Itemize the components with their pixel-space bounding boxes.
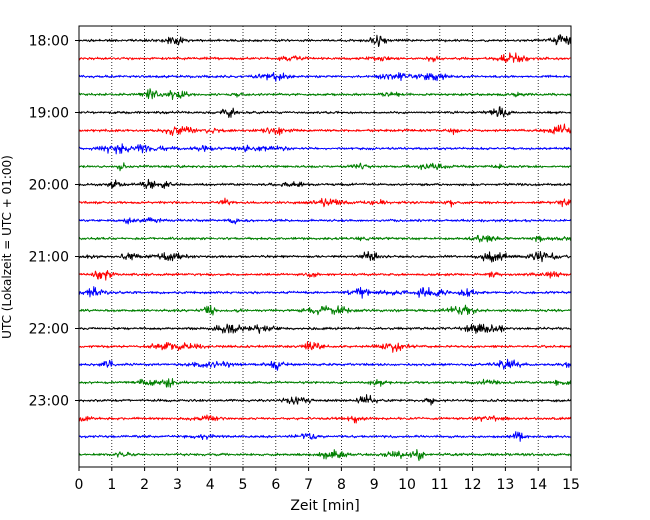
plot-area	[79, 26, 571, 467]
trace-line	[78, 414, 572, 424]
x-tick-label: 1	[107, 477, 116, 493]
trace-line	[78, 448, 572, 462]
x-tick-label: 14	[529, 477, 547, 493]
x-axis-title: Zeit [min]	[290, 498, 359, 514]
x-tick-label: 5	[239, 477, 248, 493]
x-axis-ticks: 0 1 2 3 4 5 6 7 8 9 10 11 12 13 14 15	[75, 467, 580, 493]
trace-line	[78, 270, 572, 281]
y-tick-label: 20:00	[29, 178, 69, 194]
x-tick-label: 0	[75, 477, 84, 493]
trace-line	[78, 216, 572, 225]
trace-line	[78, 88, 572, 101]
plot-frame	[78, 25, 572, 468]
trace-line	[78, 377, 572, 388]
trace-line	[78, 323, 572, 334]
y-tick-label: 22:00	[29, 322, 69, 338]
x-tick-label: 8	[337, 477, 346, 493]
y-tick-label: 19:00	[29, 106, 69, 122]
x-tick-label: 2	[140, 477, 149, 493]
x-tick-label: 15	[562, 477, 580, 493]
y-axis-title: UTC (Lokalzeit = UTC + 01:00)	[0, 155, 14, 339]
x-tick-label: 6	[271, 477, 280, 493]
trace-line	[78, 358, 572, 371]
trace-line	[78, 34, 572, 48]
x-tick-label: 3	[173, 477, 182, 493]
trace-line	[78, 394, 572, 406]
trace-line	[78, 304, 572, 316]
x-tick-label: 13	[496, 477, 514, 493]
x-tick-label: 11	[431, 477, 449, 493]
trace-line	[78, 143, 572, 155]
trace-line	[78, 178, 572, 190]
trace-line	[78, 197, 572, 208]
trace-line	[78, 72, 572, 82]
trace-line	[78, 286, 572, 299]
y-tick-label: 21:00	[29, 250, 69, 266]
x-tick-label: 9	[370, 477, 379, 493]
x-tick-label: 4	[206, 477, 215, 493]
trace-line	[78, 431, 572, 442]
seismic-traces	[78, 34, 572, 462]
x-tick-label: 7	[304, 477, 313, 493]
y-tick-label: 23:00	[29, 394, 69, 410]
x-tick-label: 10	[398, 477, 416, 493]
trace-line	[78, 162, 572, 172]
trace-line	[78, 251, 572, 263]
trace-line	[78, 341, 572, 353]
x-tick-label: 12	[464, 477, 482, 493]
y-axis-ticks: 18:00 19:00 20:00 21:00 22:00 23:00	[29, 34, 79, 410]
trace-line	[78, 106, 572, 118]
y-tick-label: 18:00	[29, 34, 69, 50]
trace-line	[78, 123, 572, 136]
trace-line	[78, 234, 572, 243]
trace-line	[78, 52, 572, 63]
